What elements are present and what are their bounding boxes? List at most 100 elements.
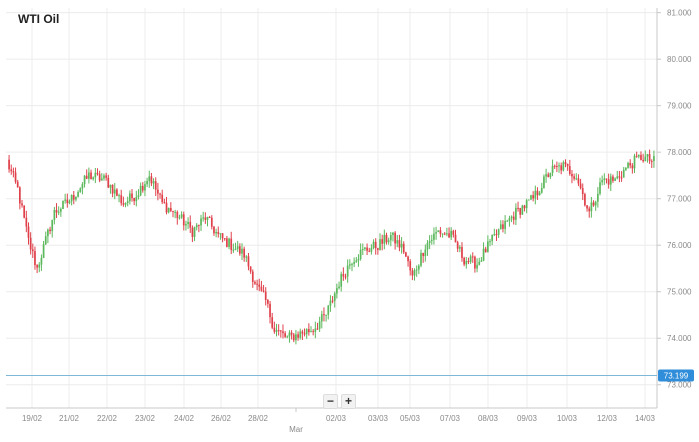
candle-body (538, 192, 541, 196)
candle-body (269, 303, 271, 318)
candle-body (351, 263, 353, 265)
candle-body (463, 257, 465, 265)
candle-body (282, 331, 284, 334)
candle-body (320, 314, 323, 322)
y-tick-label: 81.000 (667, 9, 692, 18)
candle-body (165, 202, 168, 213)
zoom-in-button[interactable]: + (341, 394, 356, 409)
candle-body (581, 188, 584, 195)
candle-body (44, 236, 47, 245)
candle-body (208, 216, 211, 218)
zoom-out-button[interactable]: − (323, 394, 338, 409)
candle-body (152, 181, 155, 184)
candle-body (251, 271, 254, 282)
candle-body (540, 187, 543, 193)
candle-body (57, 211, 60, 213)
candle-body (81, 184, 84, 189)
candle-body (53, 209, 56, 220)
candle-body (295, 334, 297, 341)
candle-body (221, 233, 224, 239)
candle-body (85, 175, 88, 179)
candle-body (154, 181, 157, 190)
candle-body (467, 261, 470, 263)
candle-body (128, 193, 131, 202)
candle-body (385, 234, 388, 243)
candle-body (254, 281, 256, 284)
candle-body (137, 195, 140, 197)
candle-body (213, 226, 215, 234)
x-tick-label: 14/03 (635, 414, 656, 423)
candle-body (527, 199, 530, 201)
candle-body (64, 199, 67, 201)
candle-body (383, 234, 386, 244)
candle-body (200, 218, 202, 226)
candle-body (525, 200, 528, 209)
candle-body (245, 256, 248, 258)
candle-body (258, 284, 261, 287)
candle-body (307, 329, 310, 333)
candle-body (59, 208, 62, 212)
candle-body (454, 234, 457, 243)
candle-body (83, 175, 86, 185)
candle-body (172, 210, 174, 212)
candle-body (348, 264, 351, 266)
candle-body (558, 165, 560, 167)
candle-body (361, 248, 364, 250)
candle-body (14, 172, 17, 182)
x-tick-label: 03/03 (368, 414, 389, 423)
candle-body (336, 288, 338, 294)
candle-body (642, 159, 645, 162)
candle-body (72, 194, 75, 200)
candle-body (579, 183, 582, 189)
candle-body (51, 219, 54, 232)
candle-body (402, 243, 405, 253)
candle-body (508, 218, 511, 221)
candle-body (232, 249, 235, 251)
candle-body (637, 154, 640, 157)
x-tick-label: 12/03 (597, 414, 618, 423)
candle-body (342, 274, 345, 277)
candle-body (238, 246, 241, 254)
candle-body (210, 217, 213, 227)
candle-body (169, 207, 172, 211)
candle-body (368, 250, 371, 252)
candle-body (124, 202, 127, 205)
candle-body (105, 175, 107, 178)
candle-body (577, 178, 580, 184)
y-tick-label: 77.000 (667, 195, 692, 204)
candle-body (407, 256, 409, 262)
candle-body (120, 195, 123, 204)
candle-body (366, 247, 368, 251)
candle-body (400, 243, 403, 248)
candle-body (312, 331, 315, 333)
candle-body (292, 334, 295, 341)
candle-body (521, 205, 524, 215)
candle-body (355, 260, 358, 262)
candle-body (413, 270, 416, 276)
y-tick-label: 78.000 (667, 148, 692, 157)
candle-body (547, 174, 550, 177)
candle-body (599, 182, 601, 194)
candle-body (562, 162, 565, 171)
candle-body (47, 229, 49, 237)
candle-body (536, 190, 539, 196)
candle-body (271, 317, 274, 328)
candle-body (506, 220, 509, 222)
candle-body (234, 248, 237, 250)
candle-body (219, 233, 222, 235)
candle-body (450, 230, 453, 238)
candle-body (96, 172, 99, 175)
candle-body (394, 232, 396, 244)
candle-body (279, 330, 282, 332)
x-tick-label: 07/03 (440, 414, 461, 423)
candle-body (486, 241, 489, 253)
candle-body (100, 178, 103, 181)
candle-body (456, 242, 459, 249)
month-label: Mar (289, 425, 303, 434)
candle-body (16, 181, 19, 188)
candle-body (584, 194, 586, 206)
candle-body (422, 252, 425, 257)
candle-body (420, 252, 422, 266)
candle-body (640, 154, 642, 160)
